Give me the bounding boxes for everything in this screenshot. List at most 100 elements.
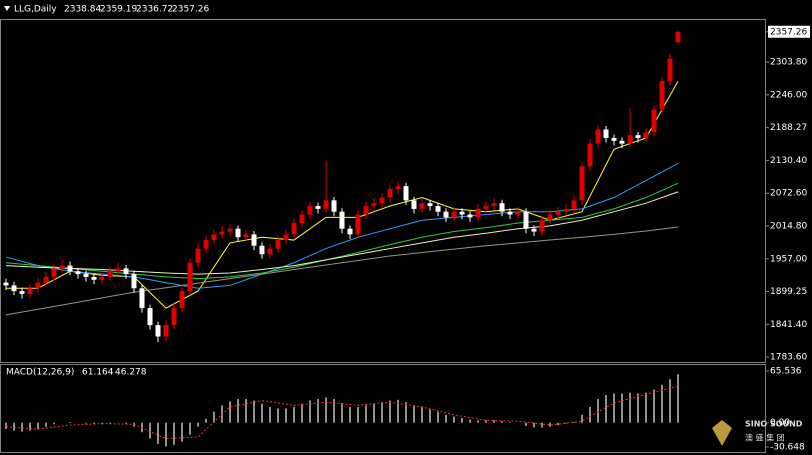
candle-body [131,274,137,289]
y-tick-label: 2188.27 [770,123,807,133]
y-tick-label: 2014.80 [770,221,807,231]
candle-body [475,208,481,218]
y-tick-label: 1899.25 [770,287,807,297]
candle-body [355,214,361,235]
candle-body [291,223,297,235]
candle-body [195,248,201,263]
candle-body [627,135,633,144]
candle-body [379,197,385,204]
candle-body [395,186,401,190]
y-tick-label: 2303.80 [770,58,807,68]
candle-body [227,228,233,232]
signal-value: 46.278 [115,368,147,378]
ohlc-high: 2359.19 [100,5,137,15]
candle-body [555,211,561,215]
candle-body [651,109,657,133]
candle-body [3,282,9,286]
candle-body [35,282,41,289]
candle-body [363,206,369,215]
candle-body [299,214,305,224]
candle-body [419,203,425,209]
candle-body [19,291,25,294]
candle-body [603,129,609,138]
candle-body [571,200,577,209]
candle-body [675,31,681,43]
candle-body [91,276,97,280]
candle-body [499,203,505,212]
candle-body [523,211,529,229]
macd-panel-frame [0,364,766,453]
candle-body [595,129,601,144]
candle-body [403,186,409,201]
y-tick-label: 2357.26 [770,27,807,37]
candle-body [643,132,649,138]
candle-body [275,240,281,249]
candle-body [27,288,33,294]
candle-body [267,248,273,255]
candle-body [459,211,465,215]
price-tag [768,25,810,38]
candle-body [371,203,377,207]
candle-body [219,231,225,235]
logo-mark [712,420,732,446]
candle-body [315,206,321,209]
y-tick-label: -30.648 [770,442,805,452]
candle-body [427,203,433,207]
candle-body [635,135,641,138]
ohlc-low: 2336.72 [136,5,173,15]
candle-body [435,206,441,212]
candle-body [531,228,537,232]
candle-body [83,274,89,277]
y-tick-label: 1841.40 [770,320,807,330]
candle-body [163,325,169,337]
candle-body [483,206,489,209]
ohlc-close: 2357.26 [172,5,209,15]
candle-body [587,143,593,167]
candle-body [331,200,337,212]
candle-body [259,245,265,255]
y-tick-label: 2130.40 [770,156,807,166]
candle-body [659,81,665,110]
candle-body [99,276,105,280]
candle-body [43,276,49,283]
candle-body [251,234,257,246]
candle-body [243,234,249,238]
candle-body [539,220,545,232]
candle-body [283,234,289,241]
candle-body [491,203,497,207]
candle-body [307,206,313,215]
y-tick-label: 65.536 [770,366,802,376]
candle-body [547,214,553,221]
candle-body [203,240,209,249]
y-tick-label: 1957.00 [770,254,807,264]
candle-body [147,308,153,326]
candle-body [107,271,113,277]
candle-body [467,214,473,218]
candle-body [667,58,673,82]
candle-body [123,268,129,275]
brand: SINO SOUND [745,420,803,429]
candle-body [387,189,393,198]
candle-body [51,268,57,277]
y-tick-label: 2072.60 [770,189,807,199]
candle-body [515,211,521,215]
watermark: SINO SOUND 澳 盛 集 团 [712,420,803,446]
macd-title: MACD(12,26,9) [6,368,74,378]
ohlc-open: 2338.84 [64,5,101,15]
y-tick-label: 1783.60 [770,353,807,363]
moving-average [5,226,679,316]
candle-body [187,262,193,292]
candle-body [507,211,513,215]
candle-body [411,200,417,209]
candle-body [563,208,569,212]
candle-body [59,265,65,269]
menu-triangle [4,6,10,11]
candle-body [139,288,145,309]
candle-body [211,234,217,241]
candle-body [171,308,177,326]
candle-body [611,137,617,141]
candle-body [67,265,73,272]
main-panel-frame [0,19,766,363]
candle-body [235,228,241,238]
